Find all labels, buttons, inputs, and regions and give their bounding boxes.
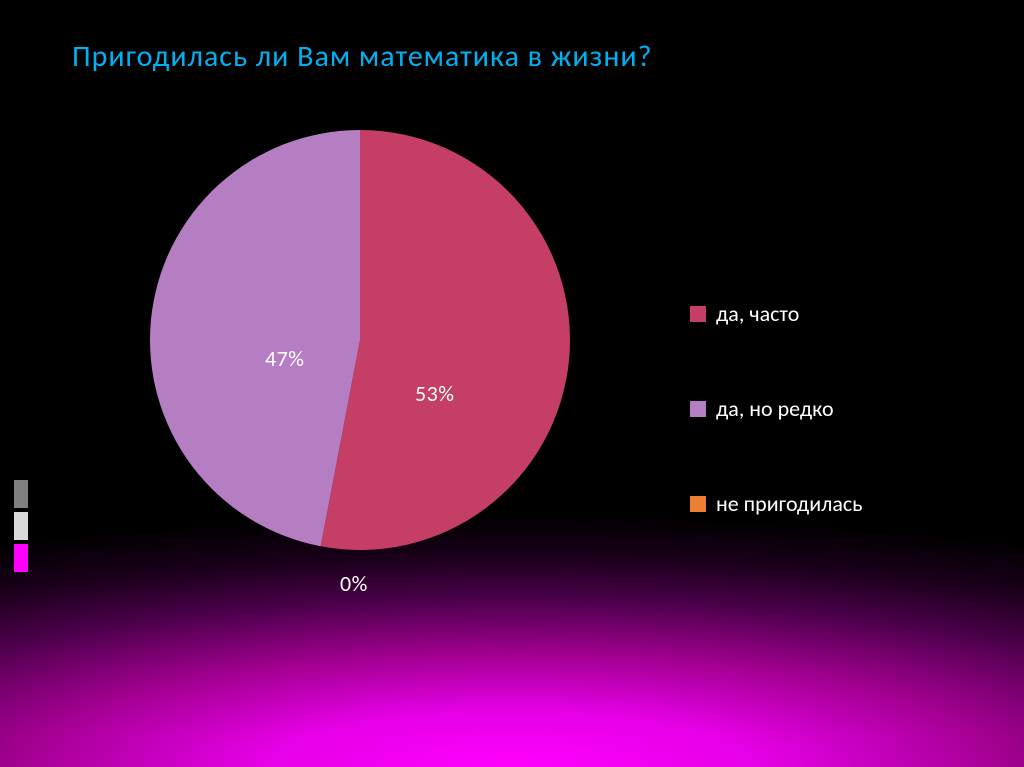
pie-label-2: 0% [340,570,368,597]
legend-item-1: да, но редко [690,395,863,422]
ruler-block-3 [14,544,28,572]
legend-item-2: не пригодилась [690,490,863,517]
slide-title: Пригодилась ли Вам математика в жизни? [72,38,653,75]
slide: Пригодилась ли Вам математика в жизни? 5… [0,0,1024,767]
pie-label-0: 53% [415,380,455,407]
ruler-block-1 [14,480,28,508]
pie-chart: 53% 47% 0% [150,130,570,630]
legend-swatch-0 [690,306,706,322]
pie-label-1: 47% [265,345,305,372]
legend-label-2: не пригодилась [716,490,863,517]
legend: да, часто да, но редко не пригодилась [690,300,863,517]
legend-item-0: да, часто [690,300,863,327]
legend-label-0: да, часто [716,300,799,327]
legend-swatch-1 [690,401,706,417]
legend-label-1: да, но редко [716,395,834,422]
side-ruler [14,480,28,572]
ruler-block-2 [14,512,28,540]
pie-svg [150,130,570,550]
legend-swatch-2 [690,496,706,512]
